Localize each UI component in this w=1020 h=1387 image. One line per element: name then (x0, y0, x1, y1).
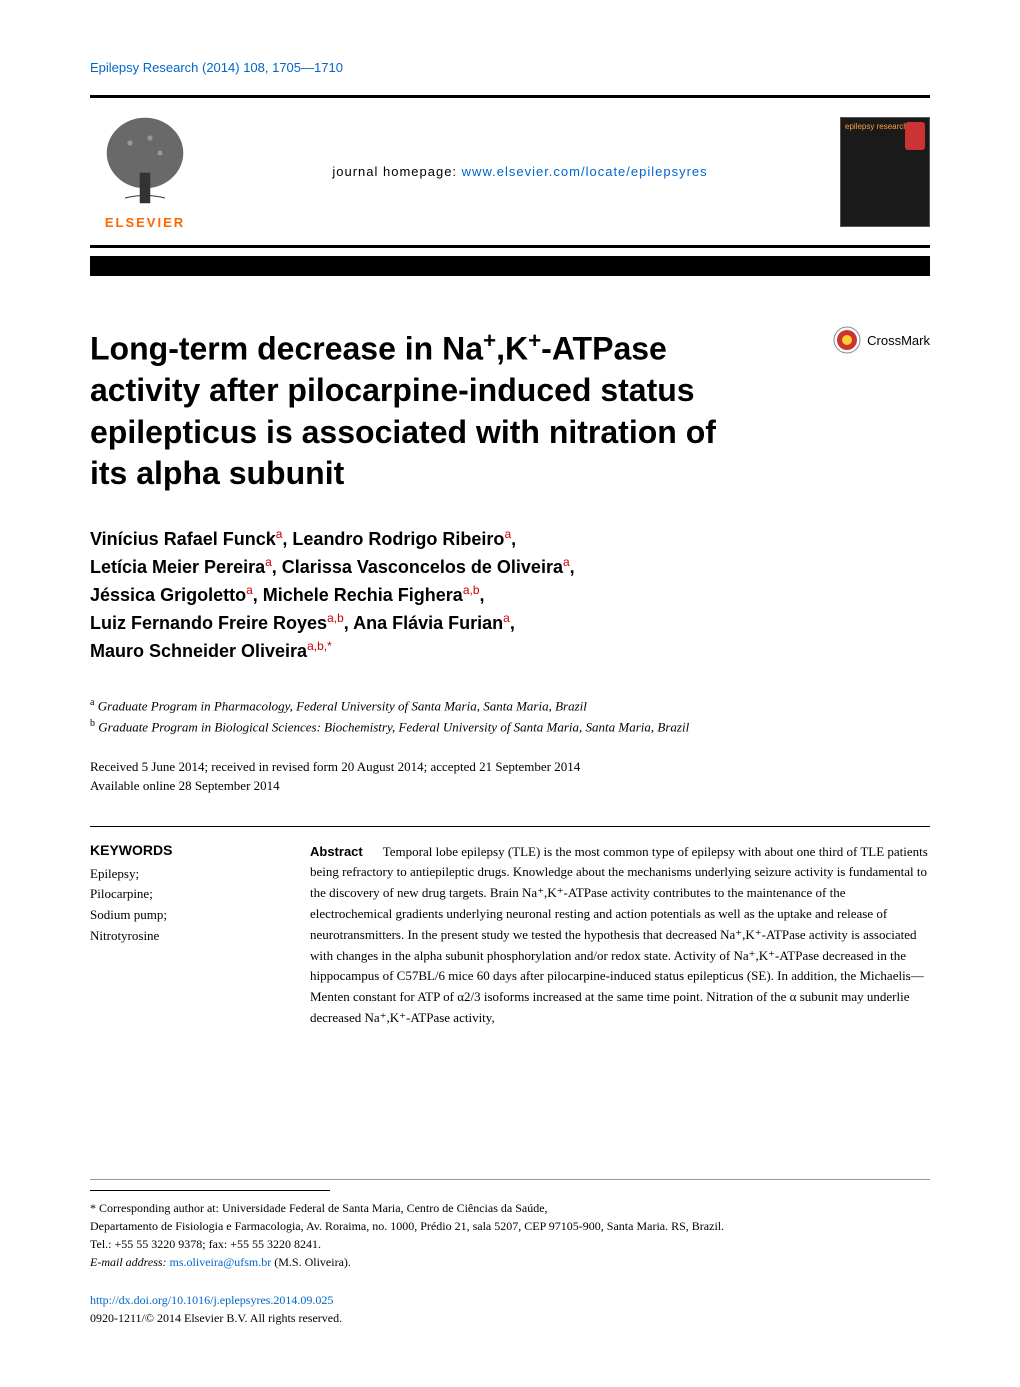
keywords-list: Epilepsy; Pilocarpine; Sodium pump; Nitr… (90, 864, 270, 947)
keywords-heading: KEYWORDS (90, 842, 270, 858)
abstract-text: Temporal lobe epilepsy (TLE) is the most… (310, 844, 928, 1025)
title-part1: Long-term decrease in Na (90, 331, 483, 367)
author-affil-sup: a,b (327, 611, 344, 625)
authors-list: Vinícius Rafael Funck a , Leandro Rodrigo … (90, 525, 930, 665)
author-affil-sup: a (246, 583, 253, 597)
received-date: Received 5 June 2014; received in revise… (90, 757, 930, 777)
title-part2: ,K (496, 331, 528, 367)
corresponding-phone: Tel.: +55 55 3220 9378; fax: +55 55 3220… (90, 1235, 930, 1253)
footer-section: * Corresponding author at: Universidade … (90, 1179, 930, 1327)
homepage-label: journal homepage: (332, 164, 457, 179)
email-attribution: (M.S. Oliveira). (274, 1255, 351, 1269)
publisher-header: ELSEVIER journal homepage: www.elsevier.… (90, 95, 930, 248)
author-sep: , (511, 529, 516, 549)
crossmark-label: CrossMark (867, 333, 930, 348)
email-label: E-mail address: (90, 1255, 167, 1269)
author-name: Jéssica Grigoletto (90, 585, 246, 605)
affiliation-b: Graduate Program in Biological Sciences:… (98, 719, 689, 734)
elsevier-tree-icon (100, 113, 190, 213)
keywords-section: KEYWORDS Epilepsy; Pilocarpine; Sodium p… (90, 827, 270, 1029)
keyword-item: Pilocarpine; (90, 884, 270, 905)
doi-link[interactable]: http://dx.doi.org/10.1016/j.eplepsyres.2… (90, 1293, 333, 1307)
keyword-item: Nitrotyrosine (90, 926, 270, 947)
author-name: Mauro Schneider Oliveira (90, 641, 307, 661)
corresponding-address: Departamento de Fisiologia e Farmacologi… (90, 1217, 930, 1235)
copyright-text: 0920-1211/© 2014 Elsevier B.V. All right… (90, 1311, 342, 1325)
author-affil-sup: a (265, 555, 272, 569)
footer-divider (90, 1190, 330, 1191)
journal-homepage: journal homepage: www.elsevier.com/locat… (200, 164, 840, 179)
author-name: , Michele Rechia Fighera (253, 585, 463, 605)
abstract-section: Abstract Temporal lobe epilepsy (TLE) is… (310, 826, 930, 1029)
corresponding-author: * Corresponding author at: Universidade … (90, 1199, 930, 1217)
author-name: Letícia Meier Pereira (90, 557, 265, 577)
author-sep: , (510, 613, 515, 633)
affiliations: a Graduate Program in Pharmacology, Fede… (90, 695, 930, 737)
author-name: Vinícius Rafael Funck (90, 529, 276, 549)
homepage-link[interactable]: www.elsevier.com/locate/epilepsyres (462, 164, 708, 179)
author-name: , Ana Flávia Furian (344, 613, 503, 633)
elsevier-name: ELSEVIER (105, 215, 185, 230)
author-name: , Clarissa Vasconcelos de Oliveira (272, 557, 563, 577)
header-divider-bar (90, 256, 930, 276)
publication-dates: Received 5 June 2014; received in revise… (90, 757, 930, 796)
crossmark-icon (833, 326, 861, 354)
elsevier-logo: ELSEVIER (90, 113, 200, 230)
author-affil-sup: a,b,* (307, 639, 332, 653)
journal-cover-thumbnail: epilepsy research (840, 117, 930, 227)
author-affil-sup: a,b (463, 583, 480, 597)
article-title: Long-term decrease in Na+,K+-ATPase acti… (90, 326, 762, 495)
email-link[interactable]: ms.oliveira@ufsm.br (170, 1255, 272, 1269)
author-sep: , (480, 585, 485, 605)
author-affil-sup: a (503, 611, 510, 625)
affiliation-a: Graduate Program in Pharmacology, Federa… (98, 698, 587, 713)
keyword-item: Sodium pump; (90, 905, 270, 926)
journal-citation: Epilepsy Research (2014) 108, 1705—1710 (90, 60, 930, 75)
available-date: Available online 28 September 2014 (90, 776, 930, 796)
abstract-label: Abstract (310, 844, 363, 859)
cover-badge-icon (905, 122, 925, 150)
crossmark-badge[interactable]: CrossMark (833, 326, 930, 354)
author-name: Luiz Fernando Freire Royes (90, 613, 327, 633)
keyword-item: Epilepsy; (90, 864, 270, 885)
author-name: , Leandro Rodrigo Ribeiro (282, 529, 504, 549)
author-sep: , (570, 557, 575, 577)
author-affil-sup: a (563, 555, 570, 569)
